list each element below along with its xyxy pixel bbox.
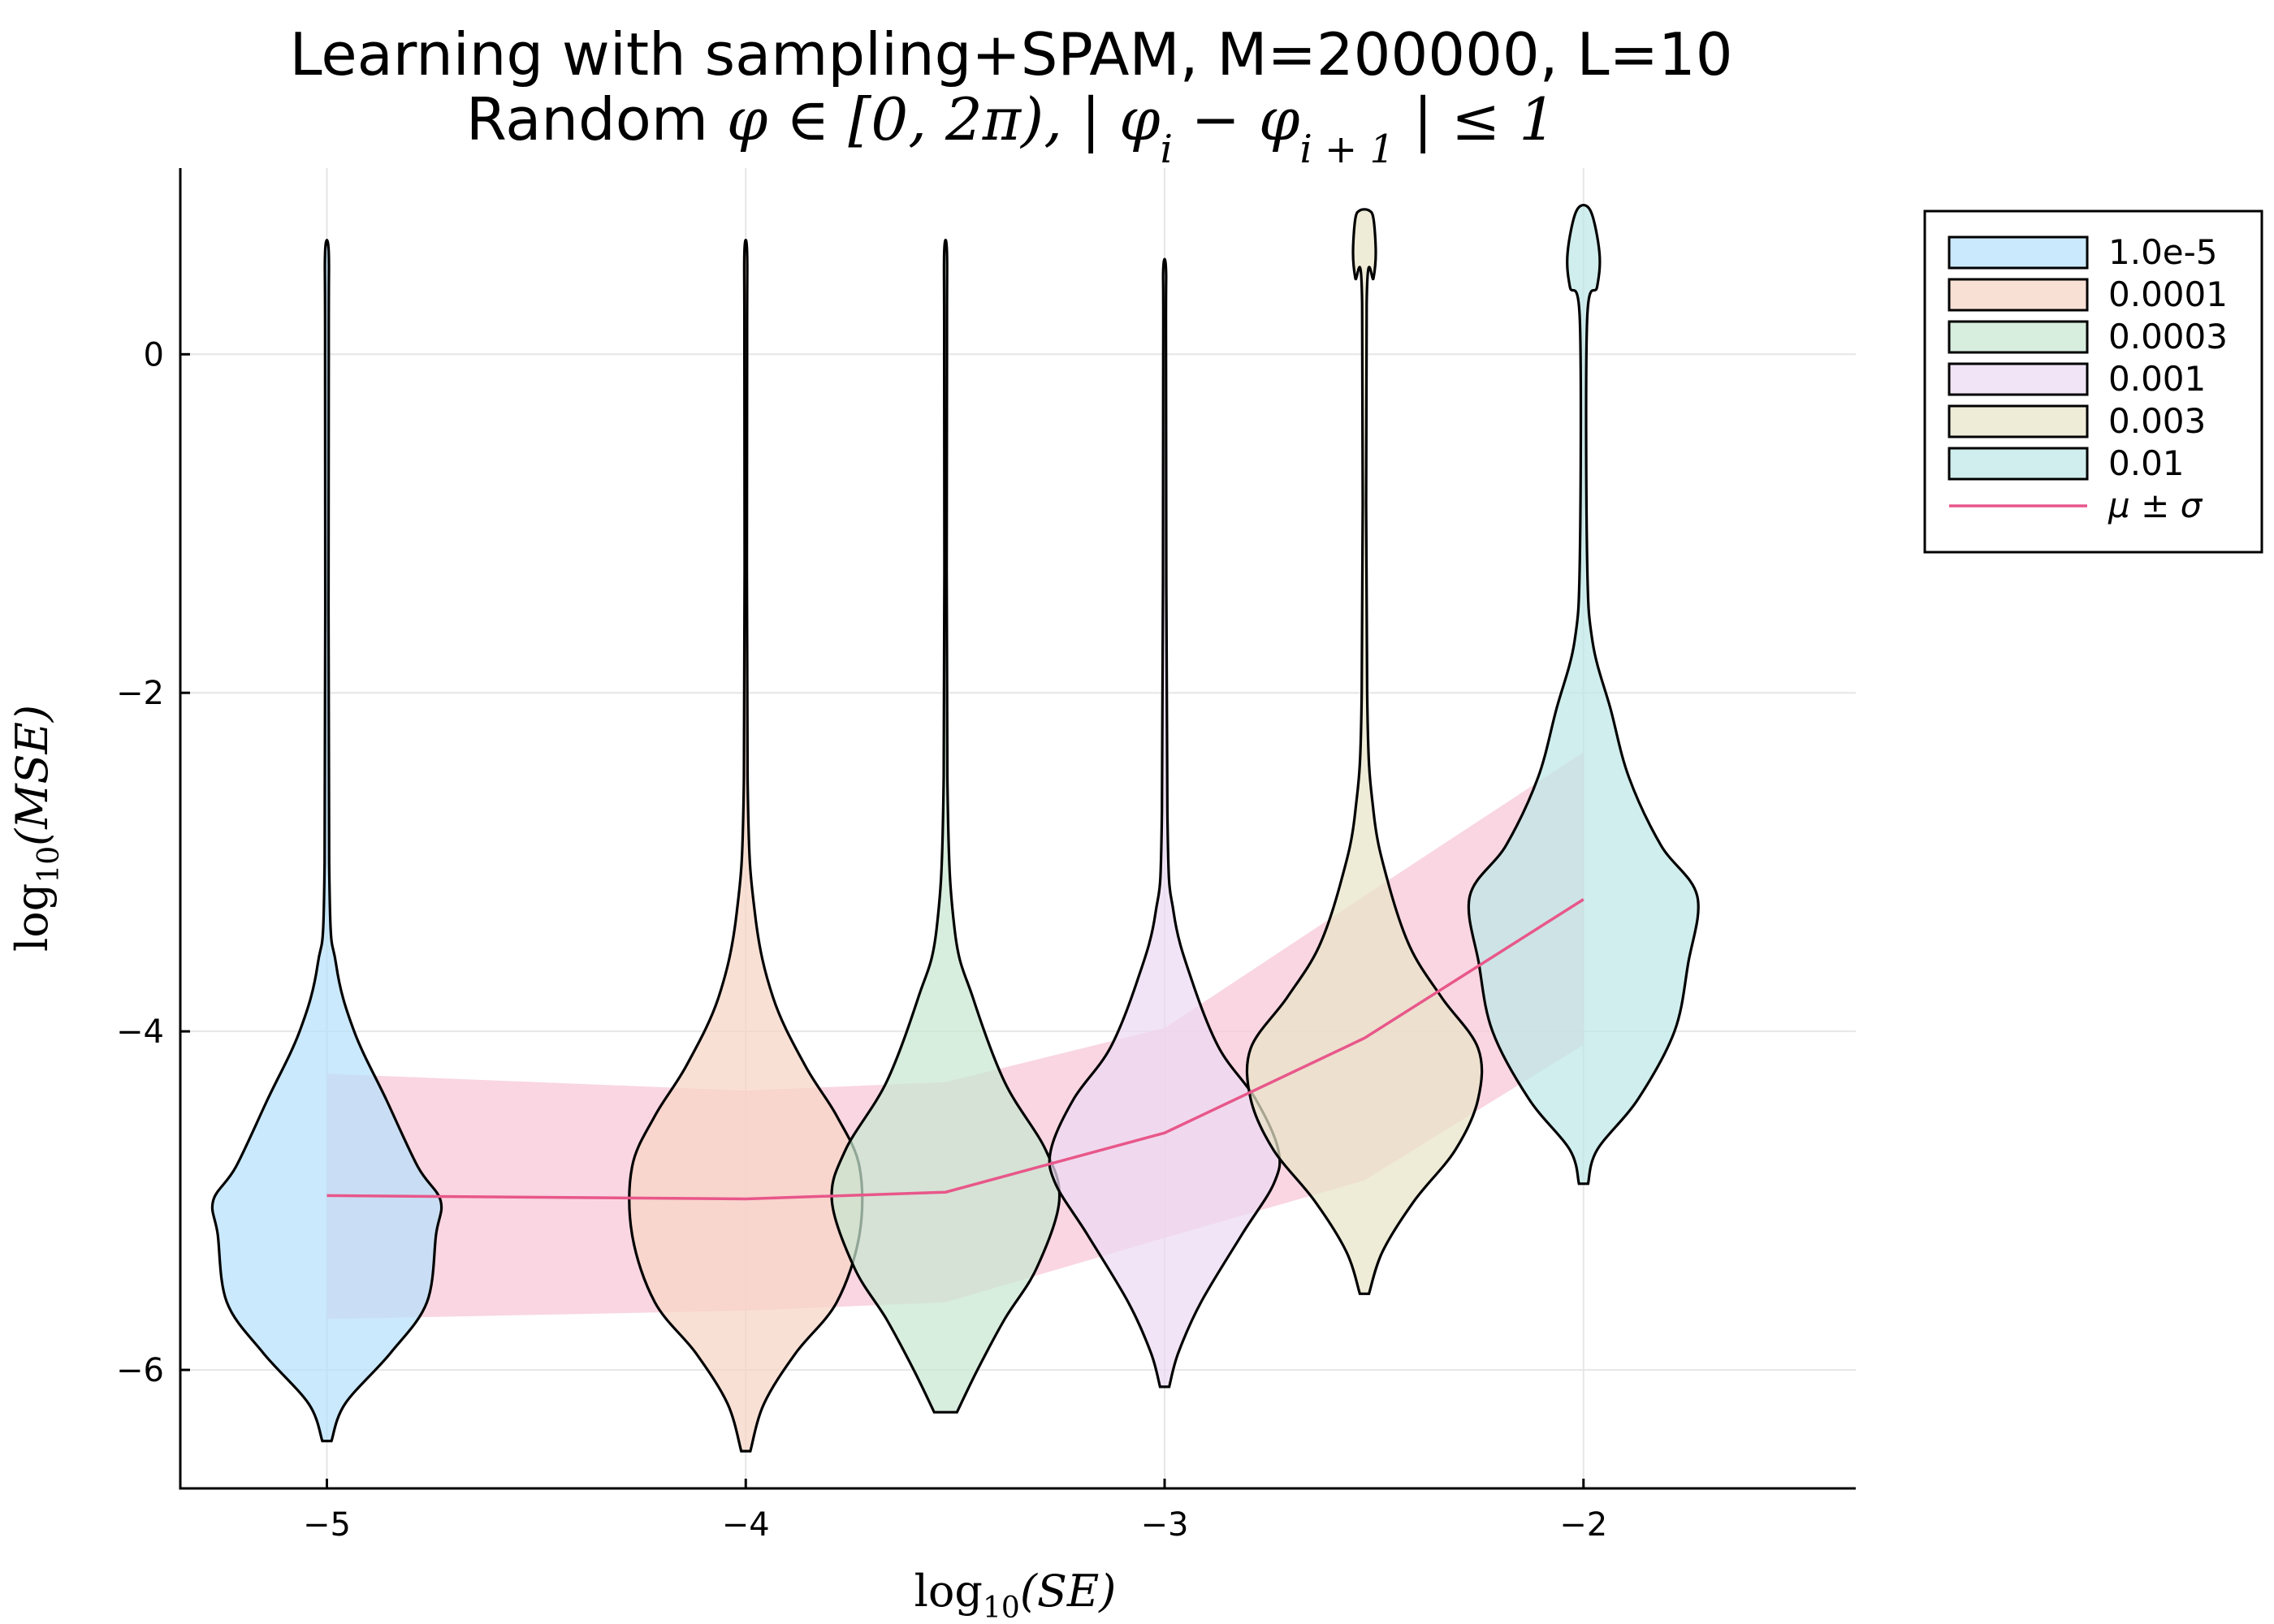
axes-frame xyxy=(179,168,1856,1490)
chart-title: Learning with sampling+SPAM, M=200000, L… xyxy=(289,20,1732,89)
subtitle-sub-i1: i + 1 xyxy=(1299,127,1394,172)
legend-swatch xyxy=(1948,320,2089,354)
legend-swatch xyxy=(1948,362,2089,396)
legend-label: 0.001 xyxy=(2108,359,2206,399)
legend-swatch xyxy=(1948,278,2089,312)
legend-label-mean: μ ± σ xyxy=(2108,486,2203,525)
y-tick-label: 0 xyxy=(144,336,164,374)
x-axis-label: log10(SE) xyxy=(914,1566,1117,1624)
legend-swatch xyxy=(1948,447,2089,481)
x-tick-label: −4 xyxy=(722,1506,770,1544)
violin-0.003 xyxy=(1245,208,1484,1295)
mean-line xyxy=(326,898,1584,1201)
y-tick-label: −6 xyxy=(116,1352,164,1389)
x-tick-label: −2 xyxy=(1559,1506,1607,1544)
x-label-base: log xyxy=(914,1566,983,1617)
x-label-arg: (SE) xyxy=(1020,1566,1117,1617)
y-label-sub: 10 xyxy=(32,846,66,883)
y-label-base: log xyxy=(6,883,58,952)
y-axis-label: log10(MSE) xyxy=(6,705,66,952)
subtitle-prefix: Random xyxy=(466,85,727,153)
violin-0.0001 xyxy=(628,238,864,1453)
y-tick-label: −4 xyxy=(116,1013,164,1051)
subtitle-sub-i: i xyxy=(1161,127,1173,172)
x-label-sub: 10 xyxy=(983,1592,1020,1624)
violin-0.0003 xyxy=(830,238,1061,1414)
chart-subtitle: Random φ ∈ [0, 2π), | φi − φi + 1 | ≤ 1 xyxy=(466,85,1556,172)
axis-ticks: −5 −4 −3 −2 −6 −4 −2 0 xyxy=(116,336,1607,1544)
legend-label: 1.0e-5 xyxy=(2108,232,2218,272)
legend-swatch xyxy=(1948,235,2089,270)
legend-label: 0.0001 xyxy=(2108,274,2228,314)
x-tick-label: −5 xyxy=(303,1506,351,1544)
y-label-arg: (MSE) xyxy=(6,705,58,846)
subtitle-minus: − φ xyxy=(1173,85,1300,153)
legend-label: 0.0003 xyxy=(2108,317,2228,356)
violin-0.01 xyxy=(1467,204,1700,1186)
legend-label: 0.003 xyxy=(2108,401,2206,441)
violin-0.001 xyxy=(1048,257,1282,1389)
subtitle-suffix: | ≤ 1 xyxy=(1394,85,1556,153)
legend-swatch xyxy=(1948,404,2089,438)
y-tick-label: −2 xyxy=(116,675,164,712)
violin-1.0e-5 xyxy=(210,238,443,1443)
subtitle-math: φ ∈ [0, 2π), | φ xyxy=(727,85,1161,153)
legend-label: 0.01 xyxy=(2108,443,2185,483)
x-tick-label: −3 xyxy=(1141,1506,1189,1544)
